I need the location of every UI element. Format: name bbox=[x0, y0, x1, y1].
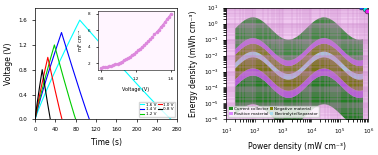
1.0 V bbox=[56, 105, 61, 107]
Point bbox=[348, 1, 354, 4]
1.4 V bbox=[70, 67, 75, 69]
Y-axis label: Voltage (V): Voltage (V) bbox=[4, 42, 13, 85]
1.0 V bbox=[51, 82, 56, 84]
Line: 0.8 V: 0.8 V bbox=[35, 70, 50, 119]
1.2 V bbox=[61, 77, 66, 78]
0.8 V bbox=[46, 108, 51, 110]
0.8 V bbox=[43, 91, 48, 92]
1.4 V bbox=[59, 32, 64, 33]
0.8 V bbox=[47, 112, 51, 114]
0.8 V bbox=[33, 118, 37, 120]
1.2 V bbox=[52, 44, 57, 46]
1.4 V bbox=[84, 108, 88, 110]
Point bbox=[362, 8, 368, 10]
1.6 V bbox=[116, 63, 121, 64]
1.2 V bbox=[60, 74, 65, 76]
1.4 V bbox=[87, 118, 92, 120]
1.6 V bbox=[114, 60, 118, 62]
1.4 V bbox=[81, 100, 85, 102]
X-axis label: Power density (mW cm⁻³): Power density (mW cm⁻³) bbox=[248, 142, 346, 151]
1.6 V bbox=[148, 97, 152, 99]
1.0 V bbox=[51, 84, 56, 85]
0.8 V bbox=[43, 89, 48, 91]
1.6 V bbox=[77, 19, 82, 21]
1.6 V bbox=[33, 117, 38, 119]
1.0 V bbox=[33, 118, 37, 120]
1.6 V bbox=[33, 118, 37, 120]
1.4 V bbox=[71, 70, 76, 71]
1.0 V bbox=[33, 117, 37, 119]
0.8 V bbox=[43, 89, 48, 91]
1.0 V bbox=[58, 111, 62, 113]
Point bbox=[364, 9, 370, 12]
1.2 V bbox=[73, 118, 78, 120]
1.4 V bbox=[33, 118, 37, 120]
1.2 V bbox=[60, 75, 65, 77]
1.2 V bbox=[68, 102, 73, 104]
Legend: Current collector, Positive material, Negative material, Electrolyte/Separator: Current collector, Positive material, Ne… bbox=[228, 106, 319, 117]
1.6 V bbox=[113, 60, 118, 61]
1.0 V bbox=[60, 118, 64, 120]
Point bbox=[358, 6, 364, 8]
X-axis label: Time (s): Time (s) bbox=[91, 137, 122, 146]
1.6 V bbox=[169, 118, 174, 120]
0.8 V bbox=[48, 118, 53, 120]
0.8 V bbox=[33, 118, 37, 120]
1.4 V bbox=[70, 67, 75, 69]
Line: 1.0 V: 1.0 V bbox=[35, 57, 62, 119]
Y-axis label: Energy density (mWh cm⁻³): Energy density (mWh cm⁻³) bbox=[189, 10, 198, 117]
1.0 V bbox=[51, 82, 56, 84]
Line: 1.2 V: 1.2 V bbox=[35, 45, 76, 119]
1.2 V bbox=[71, 109, 75, 111]
Line: 1.4 V: 1.4 V bbox=[35, 33, 90, 119]
1.4 V bbox=[33, 117, 38, 119]
1.6 V bbox=[156, 106, 161, 108]
Legend: 1.6 V, 1.4 V, 1.2 V, 1.0 V, 0.8 V: 1.6 V, 1.4 V, 1.2 V, 1.0 V, 0.8 V bbox=[139, 102, 175, 117]
Line: 1.6 V: 1.6 V bbox=[35, 20, 171, 119]
0.8 V bbox=[40, 69, 45, 71]
1.2 V bbox=[33, 117, 37, 119]
1.0 V bbox=[45, 56, 50, 58]
1.2 V bbox=[33, 118, 37, 120]
